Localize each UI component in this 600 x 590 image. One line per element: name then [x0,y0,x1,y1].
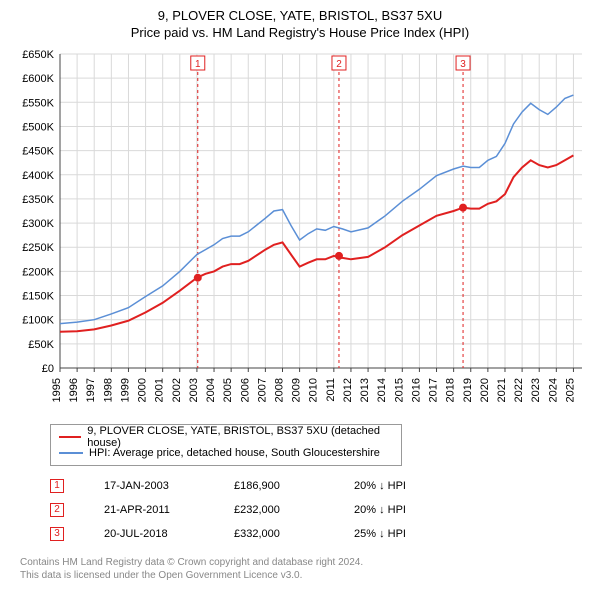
y-tick-label: £550K [22,97,54,109]
transaction-price: £232,000 [234,504,314,516]
transaction-row: 1 17-JAN-2003 £186,900 20% ↓ HPI [50,474,590,498]
legend-item: 9, PLOVER CLOSE, YATE, BRISTOL, BS37 5XU… [59,429,393,445]
x-tick-label: 2001 [154,378,166,402]
legend-item: HPI: Average price, detached house, Sout… [59,445,393,461]
transaction-price: £186,900 [234,480,314,492]
y-tick-label: £650K [22,49,54,61]
transaction-delta: 20% ↓ HPI [354,480,406,492]
x-tick-label: 2000 [137,378,149,402]
title-block: 9, PLOVER CLOSE, YATE, BRISTOL, BS37 5XU… [10,8,590,42]
x-tick-label: 2010 [308,378,320,402]
y-tick-label: £500K [22,121,54,133]
x-tick-label: 2017 [428,378,440,402]
y-tick-label: £50K [28,339,54,351]
x-tick-label: 1997 [85,378,97,402]
transaction-price: £332,000 [234,528,314,540]
footer-line-2: This data is licensed under the Open Gov… [20,569,590,582]
sale-point [459,203,467,211]
x-tick-label: 2015 [393,378,405,402]
transaction-delta: 25% ↓ HPI [354,528,406,540]
transaction-row: 3 20-JUL-2018 £332,000 25% ↓ HPI [50,522,590,546]
transaction-marker: 1 [50,479,64,493]
transaction-date: 21-APR-2011 [104,504,194,516]
x-tick-label: 2012 [342,378,354,402]
legend-label: HPI: Average price, detached house, Sout… [89,447,380,459]
x-tick-label: 2007 [256,378,268,402]
x-tick-label: 2019 [462,378,474,402]
y-tick-label: £150K [22,290,54,302]
x-tick-label: 2021 [496,378,508,402]
x-tick-label: 2009 [291,378,303,402]
y-tick-label: £0 [42,363,54,375]
event-marker-number: 3 [460,59,466,70]
event-marker-number: 1 [195,59,201,70]
x-tick-label: 2002 [171,378,183,402]
x-tick-label: 2018 [445,378,457,402]
x-tick-label: 2016 [410,378,422,402]
y-tick-label: £100K [22,314,54,326]
legend-swatch [59,452,83,454]
transaction-delta: 20% ↓ HPI [354,504,406,516]
transaction-date: 20-JUL-2018 [104,528,194,540]
y-tick-label: £450K [22,145,54,157]
x-tick-label: 2011 [325,378,337,402]
title-line-2: Price paid vs. HM Land Registry's House … [10,25,590,42]
y-tick-label: £200K [22,266,54,278]
x-tick-label: 2004 [205,378,217,402]
x-tick-label: 2023 [530,378,542,402]
x-tick-label: 2020 [479,378,491,402]
transaction-date: 17-JAN-2003 [104,480,194,492]
x-tick-label: 2022 [513,378,525,402]
legend-swatch [59,436,81,438]
page-root: 9, PLOVER CLOSE, YATE, BRISTOL, BS37 5XU… [0,0,600,590]
x-tick-label: 2025 [564,378,576,402]
title-line-1: 9, PLOVER CLOSE, YATE, BRISTOL, BS37 5XU [10,8,590,25]
y-tick-label: £250K [22,242,54,254]
transaction-marker: 2 [50,503,64,517]
x-tick-label: 2008 [273,378,285,402]
chart-legend: 9, PLOVER CLOSE, YATE, BRISTOL, BS37 5XU… [50,424,402,466]
footer-attribution: Contains HM Land Registry data © Crown c… [20,556,590,582]
y-tick-label: £600K [22,73,54,85]
line-chart: £0 £50K £100K £150K £200K £250K £300K £350K £400… [10,48,590,418]
x-tick-label: 1999 [119,378,131,402]
x-tick-label: 2005 [222,378,234,402]
sale-point [194,273,202,281]
x-tick-label: 2013 [359,378,371,402]
x-tick-label: 1995 [51,378,63,402]
footer-line-1: Contains HM Land Registry data © Crown c… [20,556,590,569]
transaction-row: 2 21-APR-2011 £232,000 20% ↓ HPI [50,498,590,522]
x-tick-label: 2006 [239,378,251,402]
sale-point [335,252,343,260]
x-tick-label: 1996 [68,378,80,402]
transactions-table: 1 17-JAN-2003 £186,900 20% ↓ HPI 2 21-APR-201… [50,474,590,546]
x-tick-label: 1998 [102,378,114,402]
x-tick-label: 2014 [376,378,388,402]
y-tick-label: £400K [22,170,54,182]
legend-label: 9, PLOVER CLOSE, YATE, BRISTOL, BS37 5XU… [87,425,393,449]
x-tick-label: 2003 [188,378,200,402]
y-tick-label: £350K [22,194,54,206]
transaction-marker: 3 [50,527,64,541]
y-tick-label: £300K [22,218,54,230]
x-tick-label: 2024 [547,378,559,402]
event-marker-number: 2 [336,59,342,70]
